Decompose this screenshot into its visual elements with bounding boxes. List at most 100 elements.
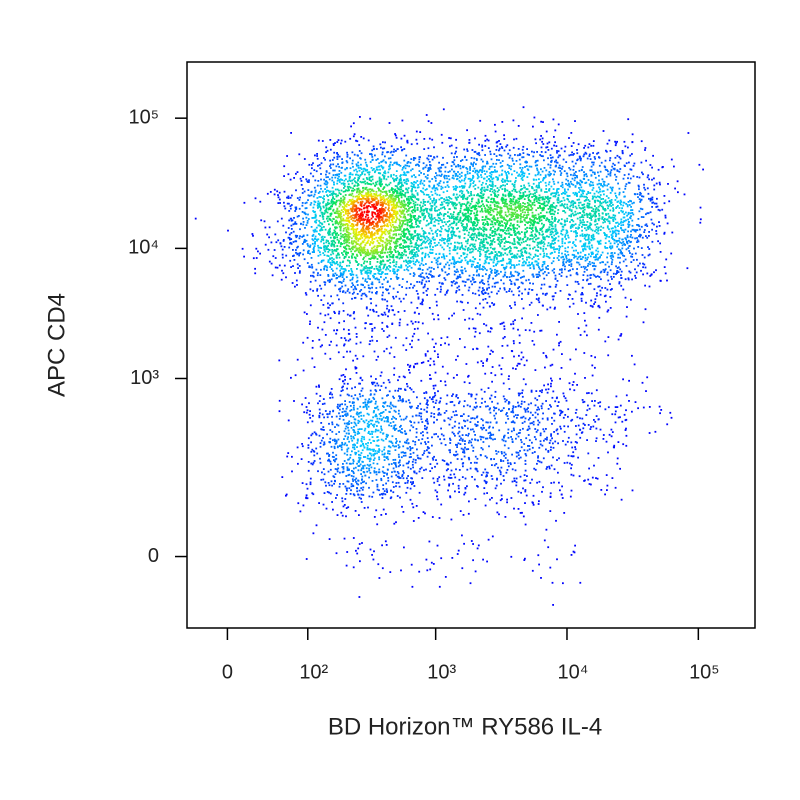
event-dot [530, 301, 533, 304]
event-dot [544, 293, 547, 295]
event-dot [375, 390, 378, 393]
event-dot [508, 288, 511, 290]
event-dot [490, 475, 493, 477]
event-dot [400, 456, 403, 459]
event-dot [455, 138, 457, 141]
event-dot [523, 407, 526, 410]
event-dot [346, 444, 348, 447]
event-dot [649, 198, 652, 201]
event-dot [318, 400, 321, 402]
event-dot [455, 414, 458, 416]
event-dot [343, 278, 345, 281]
event-dot [565, 261, 568, 264]
event-dot [547, 256, 550, 258]
event-dot [551, 396, 554, 399]
event-dot [466, 170, 469, 173]
event-dot [356, 413, 359, 416]
event-dot [472, 174, 474, 177]
event-dot [575, 433, 578, 436]
event-dot [458, 422, 461, 425]
event-dot [389, 157, 392, 160]
event-dot [448, 423, 451, 426]
event-dot [620, 227, 622, 229]
event-dot [525, 165, 528, 167]
event-dot [616, 270, 618, 272]
event-dot [388, 165, 390, 168]
event-dot [416, 327, 419, 330]
event-dot [380, 146, 382, 149]
event-dot [531, 441, 533, 444]
event-dot [512, 411, 515, 414]
event-dot [511, 157, 514, 160]
event-dot [555, 429, 558, 432]
event-dot [515, 137, 518, 140]
event-dot [484, 298, 487, 300]
event-dot [393, 445, 396, 448]
event-dot [427, 441, 430, 443]
event-dot [479, 454, 482, 456]
event-dot [388, 450, 391, 453]
event-dot [381, 450, 384, 453]
event-dot [406, 141, 409, 144]
event-dot [544, 271, 546, 273]
event-dot [288, 233, 291, 236]
event-dot [609, 174, 612, 177]
event-dot [499, 287, 501, 290]
event-dot [597, 418, 600, 421]
event-dot [659, 183, 661, 186]
event-dot [553, 419, 556, 422]
event-dot [389, 163, 391, 166]
event-dot [366, 463, 369, 466]
event-dot [470, 157, 473, 159]
event-dot [405, 293, 407, 296]
event-dot [349, 378, 352, 380]
event-dot [474, 327, 477, 330]
event-dot [370, 442, 372, 444]
event-dot [353, 291, 355, 294]
event-dot [480, 436, 483, 438]
event-dot [380, 313, 383, 316]
event-dot [564, 247, 567, 250]
event-dot [435, 187, 438, 189]
event-dot [358, 432, 361, 435]
event-dot [426, 446, 429, 448]
event-dot [593, 171, 596, 174]
event-dot [369, 278, 371, 280]
event-dot [520, 281, 523, 284]
event-dot [456, 275, 459, 278]
event-dot [520, 400, 523, 403]
event-dot [438, 252, 441, 255]
event-dot [524, 469, 527, 472]
event-dot [601, 261, 604, 263]
event-dot [541, 265, 544, 268]
event-dot [631, 278, 633, 281]
event-dot [559, 174, 562, 176]
event-dot [288, 219, 291, 222]
event-dot [487, 538, 490, 541]
event-dot [377, 355, 379, 358]
event-dot [348, 270, 350, 272]
event-dot [376, 429, 379, 432]
event-dot [308, 179, 310, 182]
event-dot [411, 585, 414, 588]
event-dot [512, 293, 515, 296]
event-dot [423, 148, 426, 150]
event-dot [348, 468, 350, 471]
event-dot [398, 409, 400, 412]
event-dot [470, 444, 473, 447]
event-dot [354, 431, 357, 434]
event-dot [560, 268, 563, 270]
event-dot [311, 167, 313, 170]
event-dot [331, 302, 334, 305]
event-dot [372, 453, 375, 456]
event-dot [636, 176, 639, 178]
event-dot [382, 471, 385, 474]
event-dot [472, 450, 475, 452]
event-dot [337, 153, 339, 156]
event-dot [481, 282, 484, 284]
event-dot [460, 261, 462, 263]
event-dot [421, 279, 424, 282]
event-dot [365, 295, 368, 298]
event-dot [372, 450, 375, 452]
event-dot [426, 422, 429, 425]
